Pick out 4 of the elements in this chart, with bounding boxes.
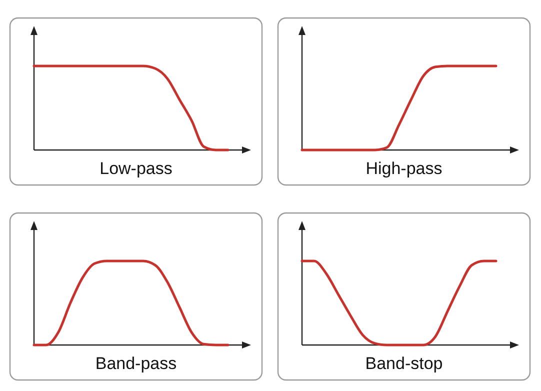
- x-axis-title: Band-pass: [95, 354, 177, 373]
- x-axis-title: Low-pass: [100, 159, 172, 178]
- x-axis-title: High-pass: [366, 159, 442, 178]
- x-axis-title: Band-stop: [365, 354, 443, 373]
